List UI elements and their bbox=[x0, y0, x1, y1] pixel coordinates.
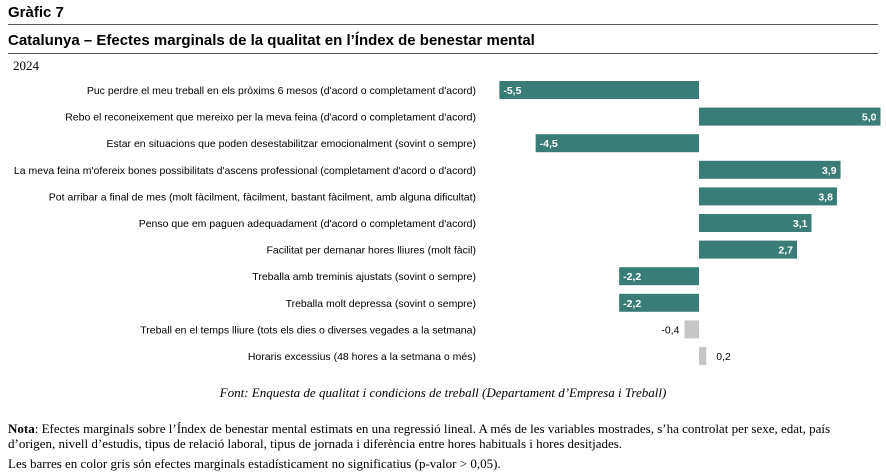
value-label: -0,4 bbox=[661, 324, 679, 336]
note-label: Nota bbox=[8, 421, 35, 436]
chart-year: 2024 bbox=[13, 58, 39, 73]
note-text: : Efectes marginals sobre l’Índex de ben… bbox=[8, 421, 831, 451]
category-label: Pot arribar a final de mes (molt fàcilme… bbox=[49, 191, 476, 203]
chart-note-significance: Les barres en color gris són efectes mar… bbox=[8, 456, 501, 471]
value-label: 5,0 bbox=[862, 112, 877, 124]
bar bbox=[535, 134, 699, 153]
bar bbox=[699, 240, 798, 259]
value-label: 3,9 bbox=[822, 165, 837, 177]
category-label: Treballa molt depressa (sovint o sempre) bbox=[286, 298, 476, 310]
category-label: Facilitat per demanar hores lliures (mol… bbox=[267, 245, 477, 257]
category-label: Rebo el reconeixement que mereixo per la… bbox=[65, 112, 476, 124]
bar bbox=[699, 214, 812, 232]
value-label: 0,2 bbox=[716, 351, 731, 363]
value-label: 2,7 bbox=[778, 245, 793, 257]
value-label: 3,8 bbox=[818, 191, 833, 203]
value-label: -5,5 bbox=[503, 85, 521, 97]
value-label: -4,5 bbox=[540, 138, 558, 150]
category-label: Penso que em paguen adequadament (d'acor… bbox=[139, 218, 476, 230]
chart-source: Font: Enquesta de qualitat i condicions … bbox=[219, 385, 667, 400]
chart-number: Gràfic 7 bbox=[8, 4, 64, 21]
bar bbox=[699, 347, 707, 365]
bar-chart: Puc perdre el meu treball en els pròxims… bbox=[14, 81, 881, 365]
category-label: La meva feina m'ofereix bones possibilit… bbox=[14, 165, 476, 177]
bar bbox=[699, 107, 881, 126]
category-label: Puc perdre el meu treball en els pròxims… bbox=[87, 85, 476, 97]
value-label: 3,1 bbox=[793, 218, 808, 230]
value-label: -2,2 bbox=[623, 271, 641, 283]
bar bbox=[499, 81, 699, 99]
bar bbox=[619, 293, 699, 312]
category-label: Treballa amb treminis ajustats (sovint o… bbox=[252, 271, 476, 283]
title-divider bbox=[8, 24, 878, 25]
bar bbox=[619, 267, 699, 286]
category-label: Horaris excessius (48 hores a la setmana… bbox=[248, 351, 476, 363]
category-label: Estar en situacions que poden desestabil… bbox=[107, 138, 476, 150]
subtitle-divider bbox=[8, 53, 878, 54]
chart-title: Catalunya – Efectes marginals de la qual… bbox=[8, 32, 535, 49]
bar bbox=[684, 320, 699, 339]
bar bbox=[699, 187, 837, 206]
bar bbox=[699, 160, 841, 179]
value-label: -2,2 bbox=[623, 298, 641, 310]
chart-note: Nota: Efectes marginals sobre l’Índex de… bbox=[8, 421, 858, 451]
category-label: Treball en el temps lliure (tots els die… bbox=[140, 324, 476, 336]
